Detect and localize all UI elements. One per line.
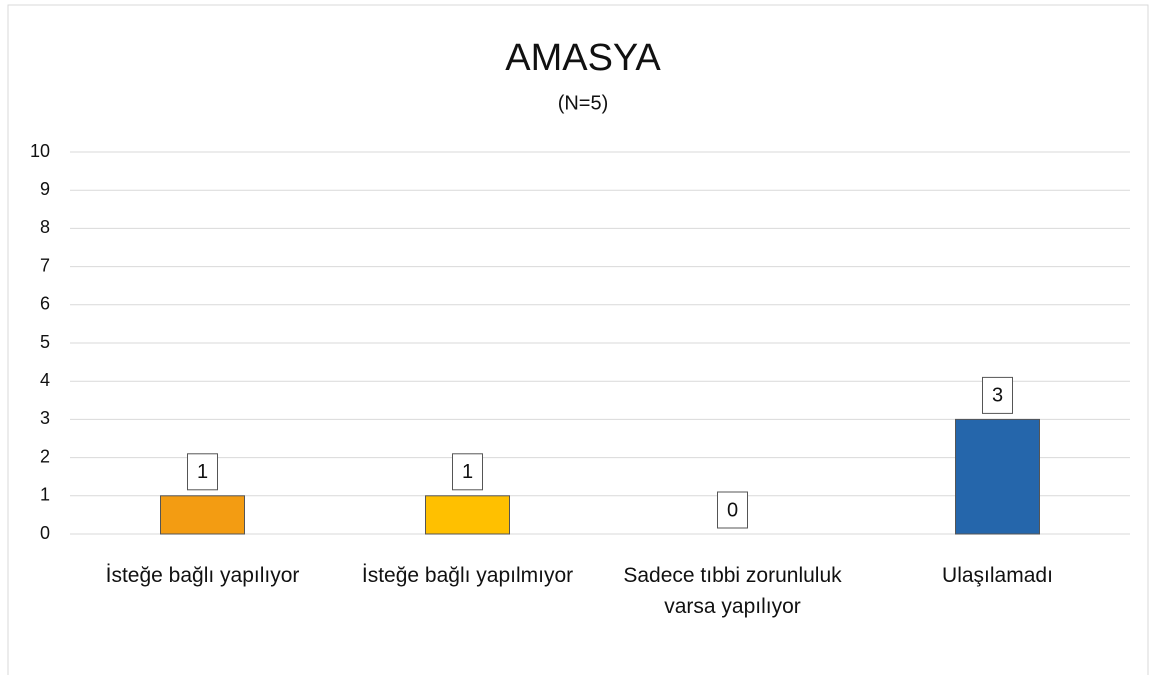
- data-label-box: [982, 376, 1013, 414]
- chart-subtitle: (N=5): [558, 92, 609, 114]
- y-tick-label: 5: [40, 332, 50, 352]
- y-tick-label: 0: [40, 523, 50, 543]
- x-tick-label: İsteğe bağlı yapılmıyor: [361, 564, 574, 587]
- y-tick-label: 6: [40, 294, 50, 314]
- y-tick-label: 7: [40, 255, 50, 275]
- chart-title: AMASYA: [505, 37, 661, 79]
- bar: [955, 418, 1040, 535]
- y-tick-label: 2: [40, 446, 50, 466]
- chart-border: [7, 4, 1149, 675]
- x-tick-label: İsteğe bağlı yapılıyor: [105, 564, 300, 587]
- y-tick-label: 9: [40, 179, 50, 199]
- x-tick-label: Sadece tıbbi zorunluluk varsa yapılıyor: [623, 564, 842, 618]
- data-label: 1: [197, 461, 208, 483]
- y-tick-label: 8: [40, 217, 50, 237]
- data-label-box: [717, 491, 748, 529]
- y-tick-label: 10: [30, 141, 50, 161]
- x-tick-label: Ulaşılamadı: [942, 564, 1053, 587]
- data-label-box: [452, 453, 483, 491]
- y-tick-label: 3: [40, 408, 50, 428]
- bar: [160, 495, 245, 535]
- data-label: 0: [727, 499, 738, 521]
- y-tick-label: 4: [40, 370, 50, 390]
- data-label: 1: [462, 461, 473, 483]
- data-label: 3: [992, 385, 1003, 407]
- bar: [425, 495, 510, 535]
- data-label-box: [187, 453, 218, 491]
- y-tick-label: 1: [40, 485, 50, 505]
